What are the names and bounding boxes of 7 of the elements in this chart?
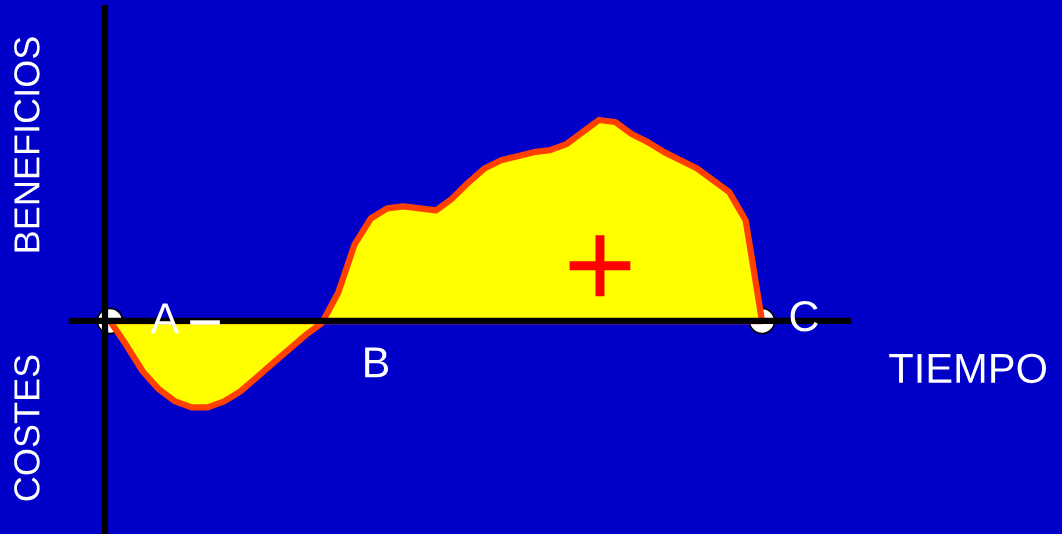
x-axis-title: TIEMPO [889, 353, 1047, 384]
text: BENEFICIOS [14, 37, 40, 252]
annotation: B [365, 347, 389, 378]
annotation: − [190, 320, 220, 325]
annotation: + [569, 235, 631, 297]
annotation: A [150, 303, 180, 334]
text: COSTES [14, 355, 40, 501]
